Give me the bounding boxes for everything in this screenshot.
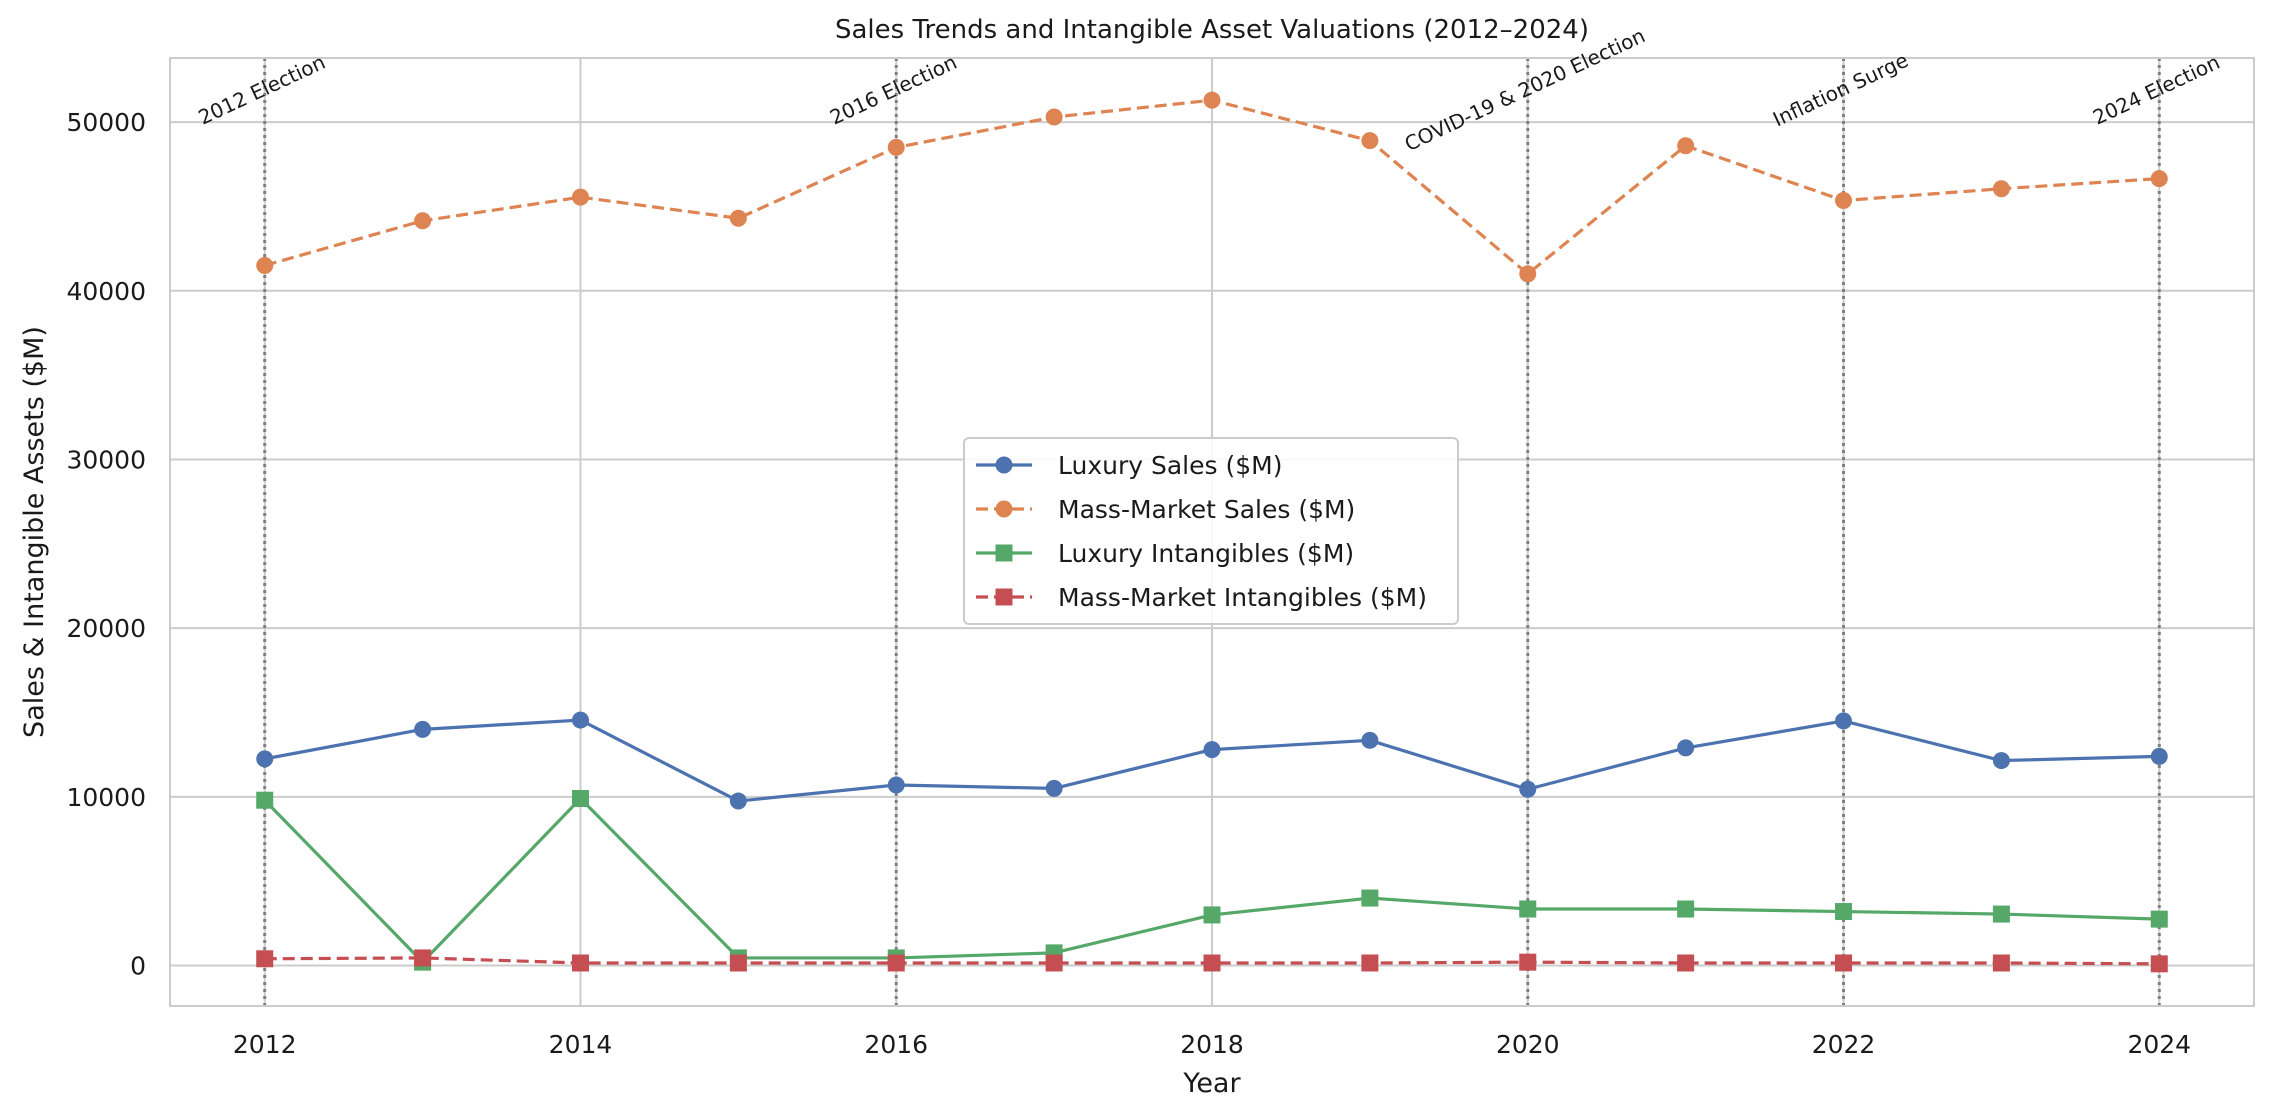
data-point	[1677, 137, 1695, 155]
data-point	[414, 212, 432, 230]
y-tick-label: 0	[130, 952, 146, 981]
legend: Luxury Sales ($M) Mass-Market Sales ($M) L…	[963, 437, 1459, 625]
data-point	[1045, 779, 1063, 797]
legend-marker	[995, 588, 1013, 606]
legend-label: Luxury Intangibles ($M)	[1058, 539, 1354, 568]
data-point	[2150, 955, 2168, 973]
data-point	[1203, 91, 1221, 109]
data-point	[1992, 954, 2010, 972]
data-point	[1203, 741, 1221, 759]
y-tick-label: 10000	[66, 783, 146, 812]
x-tick-label: 2016	[864, 1030, 928, 1059]
data-point	[2150, 170, 2168, 188]
series-4	[256, 949, 2168, 973]
data-point	[2150, 910, 2168, 928]
data-point	[1677, 900, 1695, 918]
data-point	[1835, 712, 1853, 730]
data-point	[887, 776, 905, 794]
x-axis-label: Year	[1182, 1068, 1241, 1099]
data-point	[729, 954, 747, 972]
series-1	[256, 711, 2168, 810]
x-tick-label: 2012	[233, 1030, 297, 1059]
data-point	[1677, 954, 1695, 972]
x-tick-label: 2020	[1496, 1030, 1560, 1059]
data-point	[1045, 954, 1063, 972]
data-point	[571, 790, 589, 808]
data-point	[887, 954, 905, 972]
data-point	[256, 791, 274, 809]
data-point	[2150, 747, 2168, 765]
data-point	[1519, 953, 1537, 971]
chart-title: Sales Trends and Intangible Asset Valuat…	[835, 15, 1589, 45]
x-tick-label: 2018	[1180, 1030, 1244, 1059]
y-tick-label: 20000	[66, 614, 146, 643]
data-point	[256, 256, 274, 274]
data-point	[1519, 900, 1537, 918]
data-point	[414, 949, 432, 967]
data-point	[1835, 954, 1853, 972]
y-tick-label: 40000	[66, 277, 146, 306]
data-point	[414, 720, 432, 738]
legend-box	[963, 437, 1459, 625]
data-point	[571, 711, 589, 729]
data-point	[1045, 108, 1063, 126]
data-point	[1519, 265, 1537, 283]
x-tick-labels: 2012 2014 2016 2018 2020 2022 2024	[233, 1030, 2191, 1059]
data-point	[1835, 192, 1853, 210]
data-point	[1361, 731, 1379, 749]
data-point	[1361, 132, 1379, 150]
data-point	[887, 138, 905, 156]
series-2	[256, 91, 2168, 283]
legend-label: Mass-Market Intangibles ($M)	[1058, 583, 1427, 612]
data-point	[571, 188, 589, 206]
data-point	[1361, 889, 1379, 907]
data-point	[256, 950, 274, 968]
legend-label: Luxury Sales ($M)	[1058, 451, 1282, 480]
data-point	[1992, 905, 2010, 923]
plot-frame	[169, 57, 2255, 1007]
x-tick-label: 2014	[549, 1030, 613, 1059]
series-group	[256, 91, 2168, 973]
data-point	[729, 792, 747, 810]
data-point	[256, 750, 274, 768]
data-point	[1519, 780, 1537, 798]
data-point	[1203, 906, 1221, 924]
data-point	[1361, 954, 1379, 972]
data-point	[1992, 752, 2010, 770]
legend-marker	[995, 544, 1013, 562]
data-point	[1203, 954, 1221, 972]
y-tick-labels: 0 10000 20000 30000 40000 50000	[66, 108, 146, 980]
y-tick-label: 50000	[66, 108, 146, 137]
data-point	[1992, 180, 2010, 198]
legend-marker	[995, 456, 1013, 474]
data-point	[571, 954, 589, 972]
x-tick-label: 2022	[1812, 1030, 1876, 1059]
y-axis-label: Sales & Intangible Assets ($M)	[19, 326, 50, 738]
legend-marker	[995, 500, 1013, 518]
x-tick-label: 2024	[2127, 1030, 2191, 1059]
data-point	[729, 209, 747, 227]
y-tick-label: 30000	[66, 445, 146, 474]
data-point	[1835, 903, 1853, 921]
legend-label: Mass-Market Sales ($M)	[1058, 495, 1355, 524]
data-point	[1677, 739, 1695, 757]
